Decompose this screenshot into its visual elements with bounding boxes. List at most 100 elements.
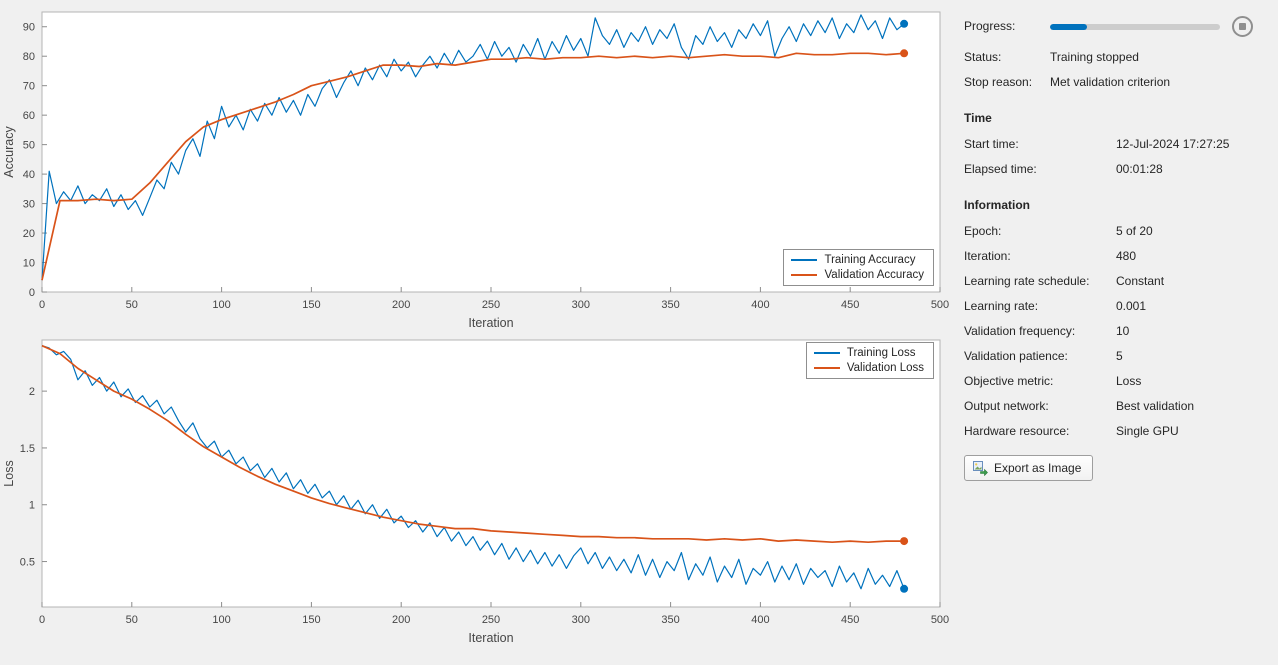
svg-text:500: 500 (931, 299, 949, 311)
svg-text:150: 150 (302, 299, 320, 311)
objective-metric-label: Objective metric: (964, 374, 1054, 388)
training-loss-line (41, 345, 905, 590)
export-as-image-button[interactable]: Export as Image (964, 455, 1094, 481)
legend-label-training-accuracy: Training Accuracy (824, 254, 916, 266)
svg-text:250: 250 (482, 299, 500, 311)
svg-text:200: 200 (392, 614, 410, 626)
svg-text:0.5: 0.5 (20, 557, 35, 569)
loss-legend: Training Loss Validation Loss (805, 342, 934, 379)
progress-label: Progress: (964, 19, 1016, 33)
svg-text:0: 0 (39, 614, 45, 626)
training-accuracy-end-marker (900, 19, 909, 28)
details-panel: Progress: Status: Training stopped Stop … (952, 0, 1278, 665)
accuracy-xaxis-label: Iteration (468, 316, 513, 330)
accuracy-plot-svg: 0 50 100 150 200 250 300 350 400 450 500 0 10 20 30 40 5… (2, 11, 949, 330)
progress-bar (1050, 23, 1220, 30)
validation-loss-line (41, 344, 905, 544)
svg-text:1.5: 1.5 (20, 443, 35, 455)
information-header: Information (964, 198, 1030, 212)
loss-yaxis-label: Loss (2, 460, 16, 486)
svg-text:0: 0 (39, 299, 45, 311)
svg-text:250: 250 (482, 614, 500, 626)
stop-button[interactable] (1232, 16, 1253, 37)
svg-text:50: 50 (126, 299, 138, 311)
legend-item-validation-loss: Validation Loss (813, 362, 924, 374)
training-accuracy-line (41, 14, 905, 281)
time-header: Time (964, 111, 992, 125)
validation-patience-value: 5 (1116, 349, 1123, 363)
svg-text:450: 450 (841, 614, 859, 626)
validation-frequency-value: 10 (1116, 324, 1130, 338)
svg-text:300: 300 (572, 614, 590, 626)
legend-label-validation-accuracy: Validation Accuracy (824, 269, 924, 281)
legend-item-validation-accuracy: Validation Accuracy (791, 269, 924, 281)
svg-text:60: 60 (23, 110, 35, 122)
elapsed-time-value: 00:01:28 (1116, 162, 1163, 176)
svg-text:50: 50 (23, 140, 35, 152)
output-network-value: Best validation (1116, 399, 1195, 413)
accuracy-yaxis-label: Accuracy (2, 126, 16, 178)
svg-text:350: 350 (661, 614, 679, 626)
progress-bar-fill (1050, 23, 1088, 30)
svg-text:30: 30 (23, 199, 35, 211)
stop-reason-value: Met validation criterion (1050, 75, 1171, 89)
status-value: Training stopped (1050, 50, 1139, 64)
svg-text:0: 0 (29, 287, 35, 299)
svg-text:50: 50 (126, 614, 138, 626)
svg-text:500: 500 (931, 614, 949, 626)
status-section: Status: Training stopped Stop reason: Me… (964, 50, 1264, 90)
loss-plot-area (41, 339, 941, 608)
legend-item-training-loss: Training Loss (813, 347, 924, 359)
svg-text:450: 450 (841, 299, 859, 311)
training-loss-line-sample (813, 352, 840, 354)
learning-rate-value: 0.001 (1116, 299, 1147, 313)
validation-accuracy-end-marker (900, 49, 909, 58)
svg-text:80: 80 (23, 51, 35, 63)
learning-rate-schedule-value: Constant (1116, 274, 1165, 288)
svg-text:20: 20 (23, 228, 35, 240)
stop-reason-label: Stop reason: (964, 75, 1033, 89)
elapsed-time-label: Elapsed time: (964, 162, 1037, 176)
svg-text:90: 90 (23, 22, 35, 34)
legend-label-validation-loss: Validation Loss (846, 362, 924, 374)
svg-text:350: 350 (661, 299, 679, 311)
legend-item-training-accuracy: Training Accuracy (791, 254, 924, 266)
progress-row: Progress: (964, 16, 1264, 37)
status-label: Status: (964, 50, 1002, 64)
svg-text:1: 1 (29, 500, 35, 512)
validation-loss-end-marker (900, 537, 909, 546)
svg-text:100: 100 (212, 614, 230, 626)
stop-icon (1239, 23, 1246, 30)
validation-frequency-label: Validation frequency: (964, 324, 1076, 338)
objective-metric-value: Loss (1116, 374, 1142, 388)
svg-text:150: 150 (302, 614, 320, 626)
learning-rate-label: Learning rate: (964, 299, 1039, 313)
start-time-value: 12-Jul-2024 17:27:25 (1116, 137, 1230, 151)
svg-text:400: 400 (751, 614, 769, 626)
output-network-label: Output network: (964, 399, 1049, 413)
svg-text:300: 300 (572, 299, 590, 311)
hardware-resource-value: Single GPU (1116, 424, 1179, 438)
svg-text:2: 2 (29, 386, 35, 398)
svg-text:10: 10 (23, 258, 35, 270)
validation-accuracy-line-sample (791, 274, 818, 276)
svg-text:40: 40 (23, 169, 35, 181)
loss-chart: 0 50 100 150 200 250 300 350 400 450 500 0.5 1 1.5 2 It… (0, 334, 952, 664)
time-section: Start time: 12-Jul-2024 17:27:25 Elapsed… (964, 137, 1264, 177)
epoch-label: Epoch: (964, 224, 1002, 238)
hardware-resource-label: Hardware resource: (964, 424, 1070, 438)
svg-text:70: 70 (23, 81, 35, 93)
export-image-icon (973, 461, 988, 476)
svg-text:200: 200 (392, 299, 410, 311)
legend-label-training-loss: Training Loss (846, 347, 916, 359)
epoch-value: 5 of 20 (1116, 224, 1153, 238)
training-accuracy-line-sample (791, 259, 818, 261)
learning-rate-schedule-label: Learning rate schedule: (964, 274, 1090, 288)
start-time-label: Start time: (964, 137, 1019, 151)
loss-xaxis-label: Iteration (468, 631, 513, 645)
charts-area: 0 50 100 150 200 250 300 350 400 450 500 0 10 20 30 40 5… (0, 11, 952, 664)
validation-loss-line-sample (813, 367, 840, 369)
loss-plot-svg: 0 50 100 150 200 250 300 350 400 450 500 0.5 1 1.5 2 It… (2, 339, 949, 645)
export-as-image-label: Export as Image (994, 461, 1082, 475)
